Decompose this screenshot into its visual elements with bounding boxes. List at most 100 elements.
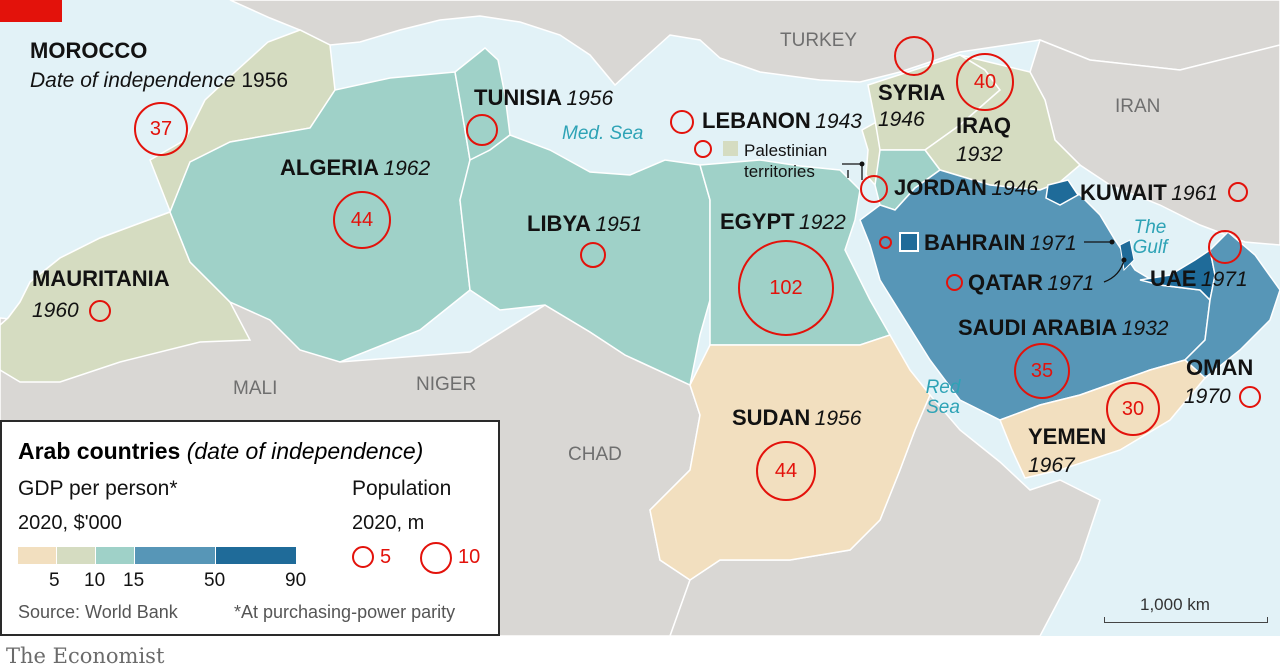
kuwait-year: 1961 — [1171, 182, 1218, 205]
legend-pop-circle-small — [352, 546, 374, 568]
palestinian-dot — [859, 161, 865, 167]
egypt-name: EGYPT — [720, 209, 795, 234]
label-date-of-independence: Date of independence 1956 — [30, 70, 288, 91]
bubble-morocco: 37 — [134, 102, 188, 156]
qatar-name: QATAR — [968, 270, 1043, 295]
libya-year: 1951 — [595, 213, 643, 236]
bahrain-dot — [1109, 239, 1115, 245]
subtitle-text: Date of independence — [30, 69, 236, 92]
bubble-libya — [580, 242, 606, 268]
bubble-jordan — [860, 175, 888, 203]
label-yemen: YEMEN — [1028, 424, 1107, 449]
algeria-year: 1962 — [383, 157, 431, 180]
label-oman-year: 1970 — [1184, 385, 1231, 408]
legend-source: Source: World Bank — [18, 602, 178, 622]
bubble-palestinian — [694, 140, 712, 158]
label-chad: CHAD — [568, 444, 622, 465]
legend-gdp-unit: 2020, $'000 — [18, 512, 122, 534]
legend-swatch-4 — [135, 547, 215, 564]
bubble-kuwait — [1228, 182, 1248, 202]
label-qatar: QATAR 1971 — [968, 270, 1094, 295]
bubble-bahrain — [879, 236, 892, 249]
bubble-sudan: 44 — [756, 441, 816, 501]
legend-swatch-3 — [96, 547, 134, 564]
bubble-qatar — [946, 274, 963, 291]
bubble-algeria: 44 — [333, 191, 391, 249]
land-yemen — [999, 359, 1207, 479]
label-iraq-year: 1932 — [956, 143, 1003, 166]
map — [0, 0, 1280, 636]
bahrain-year: 1971 — [1029, 232, 1077, 255]
label-syria: SYRIA — [878, 80, 946, 105]
qatar-leader — [1103, 259, 1125, 283]
legend-pop-large-label: 10 — [458, 546, 481, 568]
qatar-dot — [1121, 257, 1127, 263]
label-yemen-year: 1967 — [1028, 454, 1075, 477]
economist-logo: The Economist — [6, 644, 165, 668]
bubble-saudi-arabia: 35 — [1014, 343, 1070, 399]
label-sudan: SUDAN 1956 — [732, 405, 862, 430]
land-kuwait — [1045, 179, 1080, 206]
label-saudi-arabia: SAUDI ARABIA 1932 — [958, 315, 1169, 340]
legend-tick-10: 10 — [84, 570, 106, 591]
saudi-arabia-year: 1932 — [1121, 317, 1169, 340]
label-algeria: ALGERIA 1962 — [280, 157, 431, 180]
tunisia-name: TUNISIA — [474, 85, 562, 110]
label-iraq: IRAQ — [956, 113, 1011, 138]
land-mauritania — [0, 211, 252, 383]
label-jordan: JORDAN 1946 — [894, 175, 1039, 200]
bahrain-marker — [899, 232, 919, 252]
morocco-year: 1956 — [241, 69, 289, 92]
bubble-uae — [1208, 230, 1242, 264]
label-red-sea: Red Sea — [925, 377, 961, 418]
lebanon-name: LEBANON — [702, 108, 811, 133]
label-morocco: MOROCCO — [30, 38, 148, 63]
label-niger: NIGER — [416, 374, 477, 395]
sudan-name: SUDAN — [732, 405, 811, 430]
label-mauritania: MAURITANIA — [32, 266, 170, 291]
legend-swatch-2 — [57, 547, 95, 564]
libya-name: LIBYA — [527, 211, 591, 236]
jordan-year: 1946 — [991, 177, 1039, 200]
bubble-oman — [1239, 386, 1261, 408]
label-lebanon: LEBANON 1943 — [702, 108, 862, 133]
label-tunisia: TUNISIA 1956 — [474, 85, 614, 110]
legend-pop-small-label: 5 — [380, 546, 392, 568]
bubble-yemen: 30 — [1106, 382, 1160, 436]
economist-red-tag — [0, 0, 62, 22]
uae-name: UAE — [1150, 266, 1197, 291]
label-egypt: EGYPT 1922 — [720, 209, 846, 234]
kuwait-name: KUWAIT — [1080, 180, 1167, 205]
bubble-tunisia — [466, 114, 498, 146]
lebanon-year: 1943 — [815, 110, 862, 133]
sudan-year: 1956 — [814, 407, 862, 430]
label-bahrain: BAHRAIN 1971 — [924, 230, 1077, 255]
bubble-mauritania — [89, 300, 111, 322]
scale-label: 1,000 km — [1140, 595, 1210, 614]
label-the-gulf: The Gulf — [1132, 217, 1168, 258]
saudi-arabia-name: SAUDI ARABIA — [958, 315, 1118, 340]
label-med-sea: Med. Sea — [562, 123, 644, 144]
legend-tick-5: 5 — [49, 570, 60, 591]
bubble-egypt: 102 — [738, 240, 834, 336]
egypt-year: 1922 — [799, 211, 846, 234]
tunisia-year: 1956 — [566, 87, 614, 110]
label-turkey: TURKEY — [780, 30, 858, 51]
label-libya: LIBYA 1951 — [527, 211, 643, 236]
scale-bar — [1104, 617, 1268, 623]
bubble-iraq: 40 — [956, 53, 1014, 111]
legend-title-main: Arab countries — [18, 438, 181, 464]
legend-swatch-1 — [18, 547, 56, 564]
legend-footnote: *At purchasing-power parity — [234, 602, 456, 622]
legend-tick-50: 50 — [204, 570, 226, 591]
label-oman: OMAN — [1186, 355, 1254, 380]
bubble-syria — [894, 36, 934, 76]
bubble-lebanon — [670, 110, 694, 134]
jordan-name: JORDAN — [894, 175, 987, 200]
land-oman — [1183, 230, 1280, 379]
bahrain-name: BAHRAIN — [924, 230, 1026, 255]
legend-tick-15: 15 — [123, 570, 145, 591]
legend-swatch-5 — [216, 547, 296, 564]
legend-tick-90: 90 — [285, 570, 307, 591]
legend-pop-unit: 2020, m — [352, 512, 425, 534]
